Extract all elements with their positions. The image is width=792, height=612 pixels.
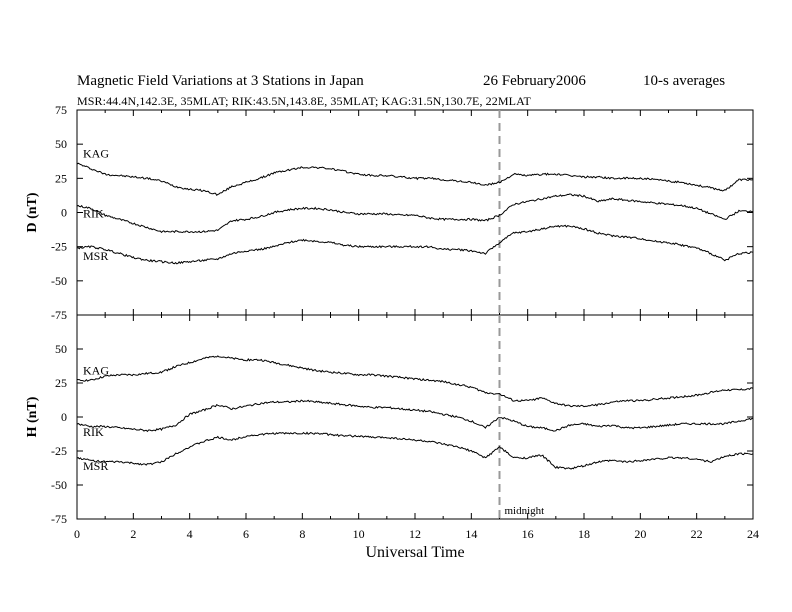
midnight-label: midnight: [505, 505, 545, 517]
series-line-msr-H: [76, 431, 754, 470]
series-label-kag: KAG: [83, 146, 109, 160]
x-tick-label: 2: [130, 527, 136, 541]
x-tick-label: 14: [465, 527, 477, 541]
series-label-msr: MSR: [83, 249, 108, 263]
series-label-msr: MSR: [83, 459, 108, 473]
x-tick-label: 6: [243, 527, 249, 541]
station-coordinates: MSR:44.4N,142.3E, 35MLAT; RIK:43.5N,143.…: [77, 94, 531, 108]
x-tick-label: 18: [578, 527, 590, 541]
series-label-rik: RIK: [83, 207, 104, 221]
x-tick-label: 24: [747, 527, 759, 541]
y-tick-label: 50: [55, 137, 67, 151]
y-tick-label: -25: [51, 444, 67, 458]
series-line-rik-D: [76, 193, 754, 234]
chart-date: 26 February2006: [483, 73, 586, 89]
y-tick-label: -75: [51, 512, 67, 526]
x-axis-label: Universal Time: [365, 544, 464, 561]
x-tick-label: 8: [299, 527, 305, 541]
x-tick-label: 22: [691, 527, 703, 541]
panel-frame-H: [76, 314, 754, 520]
panel-frame-D: [76, 109, 754, 316]
y-tick-label: 50: [55, 342, 67, 356]
chart-title: Magnetic Field Variations at 3 Stations …: [77, 73, 364, 89]
series-label-rik: RIK: [83, 425, 104, 439]
x-tick-label: 20: [634, 527, 646, 541]
x-tick-label: 4: [187, 527, 193, 541]
series-label-kag: KAG: [83, 363, 109, 377]
x-tick-label: 10: [353, 527, 365, 541]
y-tick-label: 0: [61, 410, 67, 424]
series-line-kag-H: [76, 355, 754, 408]
y-tick-label: -50: [51, 274, 67, 288]
y-axis-label-D: D (nT): [25, 192, 40, 232]
series-line-rik-H: [76, 399, 754, 433]
x-tick-label: 16: [522, 527, 534, 541]
y-tick-label: 25: [55, 171, 67, 185]
y-tick-label: 0: [61, 206, 67, 220]
y-tick-label: -75: [51, 308, 67, 322]
y-tick-label: 75: [55, 103, 67, 117]
y-axis-label-H: H (nT): [25, 396, 40, 437]
y-tick-label: -50: [51, 478, 67, 492]
series-line-kag-D: [76, 162, 754, 197]
y-tick-label: -25: [51, 240, 67, 254]
series-line-msr-D: [76, 224, 754, 265]
x-tick-label: 12: [409, 527, 421, 541]
y-tick-label: 25: [55, 376, 67, 390]
x-tick-label: 0: [74, 527, 80, 541]
chart-averaging: 10-s averages: [643, 73, 726, 89]
